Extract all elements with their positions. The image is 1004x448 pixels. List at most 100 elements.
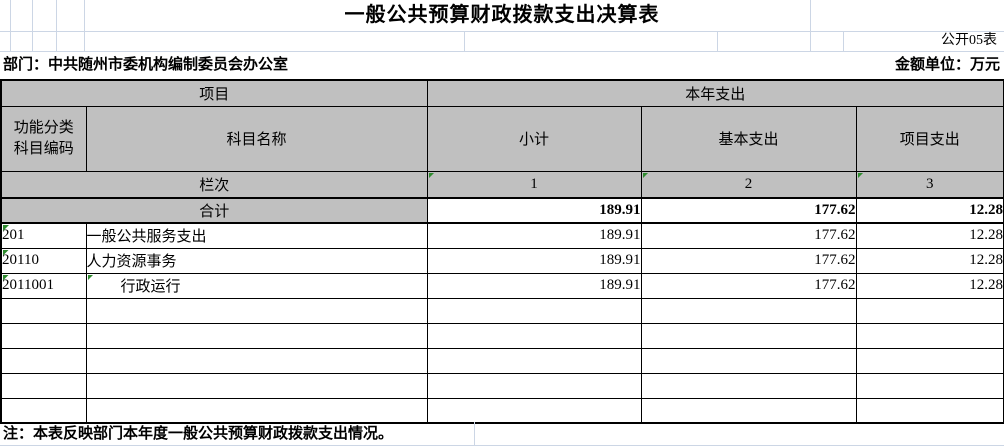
total-basic-cell: 177.62	[640, 197, 857, 224]
gridline	[810, 0, 811, 51]
header-row-1: 项目 本年支出	[0, 79, 1004, 107]
column-index-cell: 3	[855, 170, 1004, 199]
code-value: 2011001	[2, 277, 54, 293]
header-basic-expenditure-cell: 基本支出	[640, 105, 857, 172]
subtotal-cell: 189.91	[426, 272, 642, 299]
basic-cell: 177.62	[640, 222, 857, 249]
sheet-number-label: 公开05表	[941, 33, 997, 48]
empty-row	[0, 322, 1004, 349]
name-cell: 行政运行	[85, 272, 428, 299]
empty-cell	[0, 397, 87, 424]
note-row: 注：本表反映部门本年度一般公共预算财政拨款支出情况。	[0, 422, 1004, 448]
table-row: 201 一般公共服务支出 189.91 177.62 12.28	[0, 222, 1004, 249]
gridline	[717, 31, 718, 51]
error-flag-icon	[428, 172, 435, 179]
function-code-line1: 功能分类	[13, 119, 74, 136]
empty-row	[0, 397, 1004, 424]
empty-cell	[640, 297, 857, 324]
column-index-row: 栏次 1 2 3	[0, 170, 1004, 199]
empty-cell	[855, 397, 1004, 424]
empty-cell	[855, 372, 1004, 399]
header-subtotal-cell: 小计	[426, 105, 642, 172]
empty-row	[0, 297, 1004, 324]
error-flag-icon	[3, 225, 9, 231]
error-flag-icon	[87, 274, 94, 281]
empty-cell	[426, 297, 642, 324]
empty-cell	[855, 322, 1004, 349]
project-cell: 12.28	[855, 222, 1004, 249]
empty-cell	[85, 322, 428, 349]
empty-cell	[0, 297, 87, 324]
code-cell: 20110	[0, 247, 87, 274]
empty-row	[0, 372, 1004, 399]
header-function-code-cell: 功能分类 科目编码	[0, 105, 87, 172]
note: 注：本表反映部门本年度一般公共预算财政拨款支出情况。	[3, 426, 394, 442]
empty-cell	[640, 322, 857, 349]
empty-cell	[640, 372, 857, 399]
name-cell: 一般公共服务支出	[85, 222, 428, 249]
empty-cell	[426, 322, 642, 349]
gridline	[464, 31, 465, 51]
column-index-value: 1	[530, 175, 538, 192]
name-value: 行政运行	[120, 279, 181, 295]
error-flag-icon	[642, 172, 649, 179]
error-flag-icon	[3, 249, 9, 256]
empty-cell	[426, 372, 642, 399]
gridline	[32, 0, 33, 51]
total-subtotal-cell: 189.91	[426, 197, 642, 224]
budget-table: 项目 本年支出 功能分类 科目编码 科目名称 小计 基本支出 项目支出 栏次 1…	[0, 79, 1004, 424]
page-title: 一般公共预算财政拨款支出决算表	[344, 4, 660, 26]
code-value: 201	[2, 227, 25, 244]
gridline	[84, 0, 85, 51]
header-current-year-cell: 本年支出	[426, 79, 1004, 107]
header-subject-name-cell: 科目名称	[85, 105, 428, 172]
department-row: 部门：中共随州市委机构编制委员会办公室 金额单位：万元	[0, 51, 1004, 79]
subtotal-cell: 189.91	[426, 222, 642, 249]
gridline	[474, 422, 475, 445]
column-index-cell: 2	[640, 170, 857, 199]
empty-cell	[85, 347, 428, 374]
empty-row	[0, 347, 1004, 374]
empty-cell	[85, 297, 428, 324]
name-cell: 人力资源事务	[85, 247, 428, 274]
department-label: 部门：中共随州市委机构编制委员会办公室	[3, 57, 289, 73]
empty-cell	[640, 397, 857, 424]
gridline	[0, 51, 1004, 52]
project-cell: 12.28	[855, 272, 1004, 299]
function-code-line2: 科目编码	[13, 140, 74, 157]
table-row: 20110 人力资源事务 189.91 177.62 12.28	[0, 247, 1004, 274]
empty-cell	[426, 347, 642, 374]
gridline	[0, 31, 1004, 32]
error-flag-icon	[857, 172, 864, 179]
subtotal-cell: 189.91	[426, 247, 642, 274]
code-cell: 201	[0, 222, 87, 249]
column-index-value: 3	[926, 175, 934, 192]
gridline	[10, 0, 11, 51]
empty-cell	[0, 322, 87, 349]
total-row: 合计 189.91 177.62 12.28	[0, 197, 1004, 224]
unit-label: 金额单位：万元	[894, 57, 1000, 73]
empty-cell	[855, 347, 1004, 374]
column-index-label-cell: 栏次	[0, 170, 428, 199]
empty-cell	[85, 372, 428, 399]
project-cell: 12.28	[855, 247, 1004, 274]
total-label-cell: 合计	[0, 197, 428, 224]
column-index-cell: 1	[426, 170, 642, 199]
code-value: 20110	[2, 252, 39, 268]
header-project-expenditure-cell: 项目支出	[855, 105, 1004, 172]
header-project-cell: 项目	[0, 79, 428, 107]
gridline	[843, 31, 844, 51]
header-row-2: 功能分类 科目编码 科目名称 小计 基本支出 项目支出	[0, 105, 1004, 172]
basic-cell: 177.62	[640, 247, 857, 274]
empty-cell	[0, 372, 87, 399]
column-index-value: 2	[744, 175, 753, 192]
empty-cell	[0, 347, 87, 374]
table-row: 2011001 行政运行 189.91 177.62 12.28	[0, 272, 1004, 299]
code-cell: 2011001	[0, 272, 87, 299]
total-project-cell: 12.28	[855, 197, 1004, 224]
empty-cell	[640, 347, 857, 374]
basic-cell: 177.62	[640, 272, 857, 299]
empty-cell	[855, 297, 1004, 324]
empty-cell	[426, 397, 642, 424]
